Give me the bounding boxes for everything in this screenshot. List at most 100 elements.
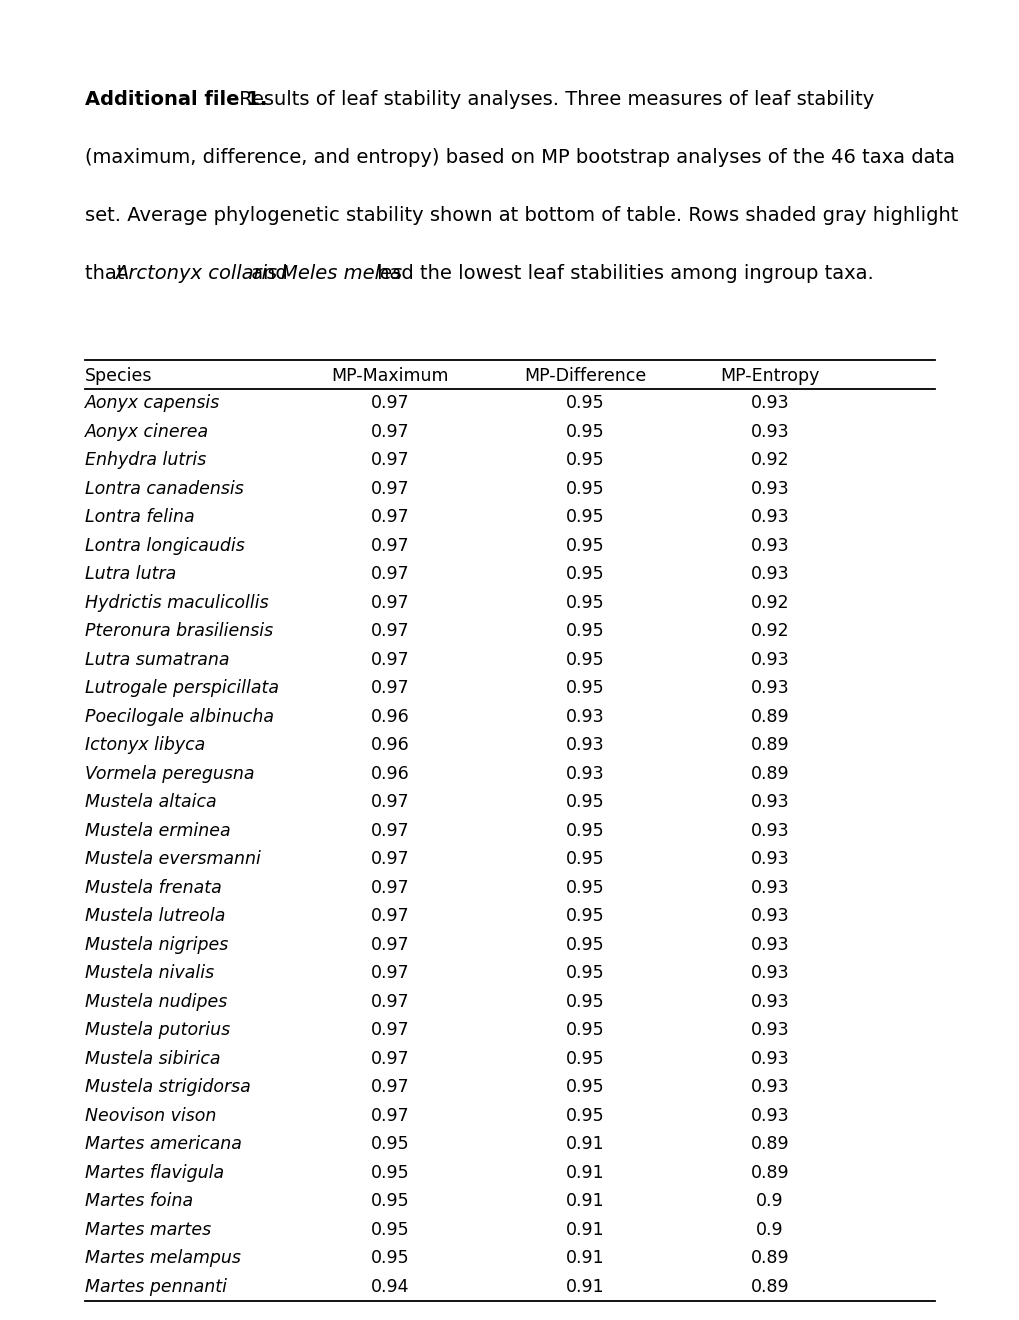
Text: 0.93: 0.93 [750,395,789,412]
Text: Mustela eversmanni: Mustela eversmanni [85,850,261,869]
Text: Mustela erminea: Mustela erminea [85,822,230,840]
Text: 0.96: 0.96 [370,708,409,726]
Text: MP-Difference: MP-Difference [524,367,645,384]
Text: 0.97: 0.97 [370,594,409,612]
Text: 0.89: 0.89 [750,764,789,783]
Text: 0.97: 0.97 [370,680,409,697]
Text: Martes foina: Martes foina [85,1192,193,1210]
Text: 0.92: 0.92 [750,451,789,470]
Text: Lontra felina: Lontra felina [85,508,195,527]
Text: 0.95: 0.95 [566,537,603,554]
Text: 0.97: 0.97 [370,936,409,954]
Text: 0.97: 0.97 [370,537,409,554]
Text: 0.9: 0.9 [755,1221,783,1238]
Text: Martes flavigula: Martes flavigula [85,1164,224,1181]
Text: 0.97: 0.97 [370,907,409,925]
Text: MP-Maximum: MP-Maximum [331,367,448,384]
Text: 0.95: 0.95 [566,680,603,697]
Text: 0.95: 0.95 [370,1164,409,1181]
Text: 0.95: 0.95 [566,879,603,896]
Text: Mustela altaica: Mustela altaica [85,793,216,812]
Text: Mustela nudipes: Mustela nudipes [85,993,227,1011]
Text: 0.91: 0.91 [566,1164,603,1181]
Text: Martes martes: Martes martes [85,1221,211,1238]
Text: 0.95: 0.95 [566,1049,603,1068]
Text: 0.97: 0.97 [370,422,409,441]
Text: 0.95: 0.95 [566,651,603,669]
Text: 0.97: 0.97 [370,565,409,583]
Text: 0.89: 0.89 [750,1249,789,1267]
Text: Aonyx cinerea: Aonyx cinerea [85,422,209,441]
Text: Results of leaf stability analyses. Three measures of leaf stability: Results of leaf stability analyses. Thre… [232,90,873,110]
Text: 0.95: 0.95 [566,594,603,612]
Text: 0.97: 0.97 [370,395,409,412]
Text: 0.97: 0.97 [370,1049,409,1068]
Text: 0.95: 0.95 [566,850,603,869]
Text: 0.97: 0.97 [370,793,409,812]
Text: 0.93: 0.93 [750,993,789,1011]
Text: Hydrictis maculicollis: Hydrictis maculicollis [85,594,268,612]
Text: had the lowest leaf stabilities among ingroup taxa.: had the lowest leaf stabilities among in… [371,264,873,282]
Text: that: that [85,264,130,282]
Text: Mustela strigidorsa: Mustela strigidorsa [85,1078,251,1097]
Text: 0.97: 0.97 [370,822,409,840]
Text: 0.95: 0.95 [566,395,603,412]
Text: 0.93: 0.93 [750,1022,789,1039]
Text: 0.91: 0.91 [566,1192,603,1210]
Text: 0.93: 0.93 [750,680,789,697]
Text: Lutra sumatrana: Lutra sumatrana [85,651,229,669]
Text: Lontra longicaudis: Lontra longicaudis [85,537,245,554]
Text: Martes pennanti: Martes pennanti [85,1278,227,1296]
Text: 0.89: 0.89 [750,737,789,754]
Text: 0.97: 0.97 [370,1106,409,1125]
Text: 0.95: 0.95 [566,508,603,527]
Text: 0.95: 0.95 [370,1249,409,1267]
Text: 0.95: 0.95 [370,1135,409,1154]
Text: 0.93: 0.93 [750,651,789,669]
Text: 0.97: 0.97 [370,993,409,1011]
Text: 0.93: 0.93 [750,793,789,812]
Text: (maximum, difference, and entropy) based on MP bootstrap analyses of the 46 taxa: (maximum, difference, and entropy) based… [85,148,954,168]
Text: 0.93: 0.93 [750,822,789,840]
Text: 0.93: 0.93 [750,1049,789,1068]
Text: 0.93: 0.93 [566,764,603,783]
Text: 0.95: 0.95 [370,1221,409,1238]
Text: 0.97: 0.97 [370,1078,409,1097]
Text: 0.93: 0.93 [750,965,789,982]
Text: Martes americana: Martes americana [85,1135,242,1154]
Text: 0.96: 0.96 [370,737,409,754]
Text: 0.97: 0.97 [370,965,409,982]
Text: Ictonyx libyca: Ictonyx libyca [85,737,205,754]
Text: Vormela peregusna: Vormela peregusna [85,764,255,783]
Text: Meles meles: Meles meles [280,264,401,282]
Text: 0.95: 0.95 [566,1022,603,1039]
Text: 0.97: 0.97 [370,479,409,498]
Text: Aonyx capensis: Aonyx capensis [85,395,220,412]
Text: 0.91: 0.91 [566,1221,603,1238]
Text: 0.89: 0.89 [750,708,789,726]
Text: Poecilogale albinucha: Poecilogale albinucha [85,708,274,726]
Text: 0.93: 0.93 [750,508,789,527]
Text: Mustela lutreola: Mustela lutreola [85,907,225,925]
Text: 0.95: 0.95 [566,793,603,812]
Text: 0.93: 0.93 [750,537,789,554]
Text: 0.95: 0.95 [566,993,603,1011]
Text: Species: Species [85,367,153,384]
Text: 0.93: 0.93 [750,879,789,896]
Text: 0.93: 0.93 [750,479,789,498]
Text: Pteronura brasiliensis: Pteronura brasiliensis [85,622,273,640]
Text: 0.93: 0.93 [750,422,789,441]
Text: 0.92: 0.92 [750,622,789,640]
Text: 0.97: 0.97 [370,651,409,669]
Text: Mustela putorius: Mustela putorius [85,1022,230,1039]
Text: 0.89: 0.89 [750,1135,789,1154]
Text: 0.93: 0.93 [750,1078,789,1097]
Text: 0.95: 0.95 [566,1078,603,1097]
Text: 0.95: 0.95 [370,1192,409,1210]
Text: 0.92: 0.92 [750,594,789,612]
Text: set. Average phylogenetic stability shown at bottom of table. Rows shaded gray h: set. Average phylogenetic stability show… [85,206,958,224]
Text: 0.89: 0.89 [750,1164,789,1181]
Text: 0.91: 0.91 [566,1249,603,1267]
Text: 0.93: 0.93 [566,737,603,754]
Text: Mustela nivalis: Mustela nivalis [85,965,214,982]
